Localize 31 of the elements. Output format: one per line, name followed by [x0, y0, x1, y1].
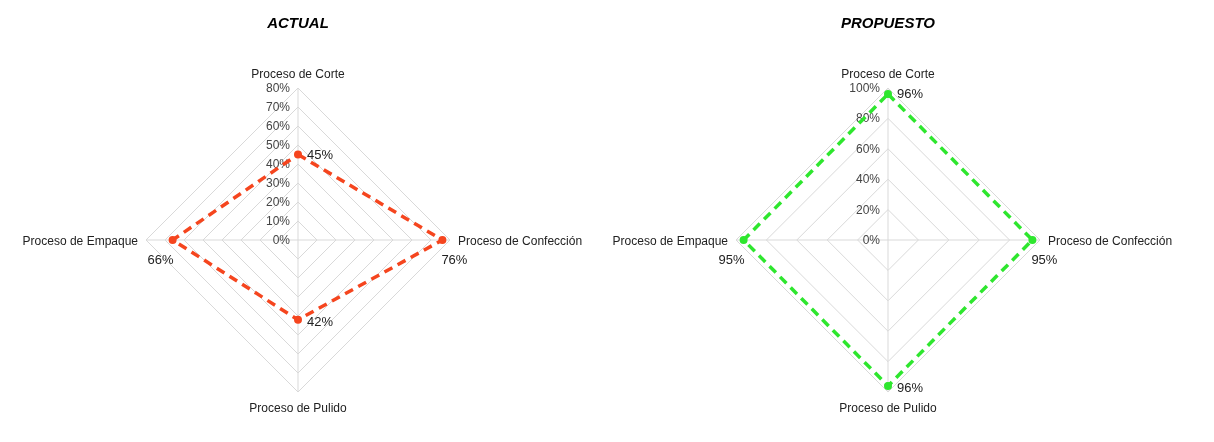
y-tick-label: 0%: [862, 233, 881, 247]
data-label: 66%: [147, 252, 175, 267]
data-label: 95%: [718, 252, 746, 267]
y-tick-label: 80%: [265, 81, 291, 95]
spoke-label: Proceso de Pulido: [249, 401, 348, 415]
y-tick-label: 100%: [849, 81, 881, 95]
y-tick-label: 30%: [265, 176, 291, 190]
y-tick-label: 70%: [265, 100, 291, 114]
spoke-label: Proceso de Corte: [841, 67, 936, 81]
y-tick-label: 60%: [265, 119, 291, 133]
y-tick-label: 20%: [265, 195, 291, 209]
y-tick-label: 20%: [855, 202, 881, 217]
y-tick-label: 40%: [855, 172, 881, 187]
data-label: 42%: [306, 313, 334, 329]
spoke-label: Proceso de Corte: [251, 67, 346, 81]
chart-title: PROPUESTO: [841, 14, 936, 31]
data-label: 95%: [1031, 252, 1058, 267]
y-tick-label: 0%: [272, 233, 291, 247]
chart-title: ACTUAL: [266, 14, 329, 31]
spoke-label: Proceso de Pulido: [839, 401, 938, 415]
y-tick-label: 50%: [265, 138, 291, 152]
data-label: 45%: [306, 146, 334, 162]
spoke-label: Proceso de Empaque: [612, 234, 729, 248]
data-label: 96%: [896, 86, 924, 102]
y-tick-label: 10%: [265, 214, 291, 228]
y-tick-label: 60%: [855, 141, 881, 156]
spoke-label: Proceso de Confección: [458, 234, 583, 248]
data-label: 96%: [896, 379, 924, 395]
data-label: 76%: [441, 252, 468, 267]
spoke-label: Proceso de Confección: [1048, 234, 1173, 248]
spoke-label: Proceso de Empaque: [22, 234, 139, 248]
